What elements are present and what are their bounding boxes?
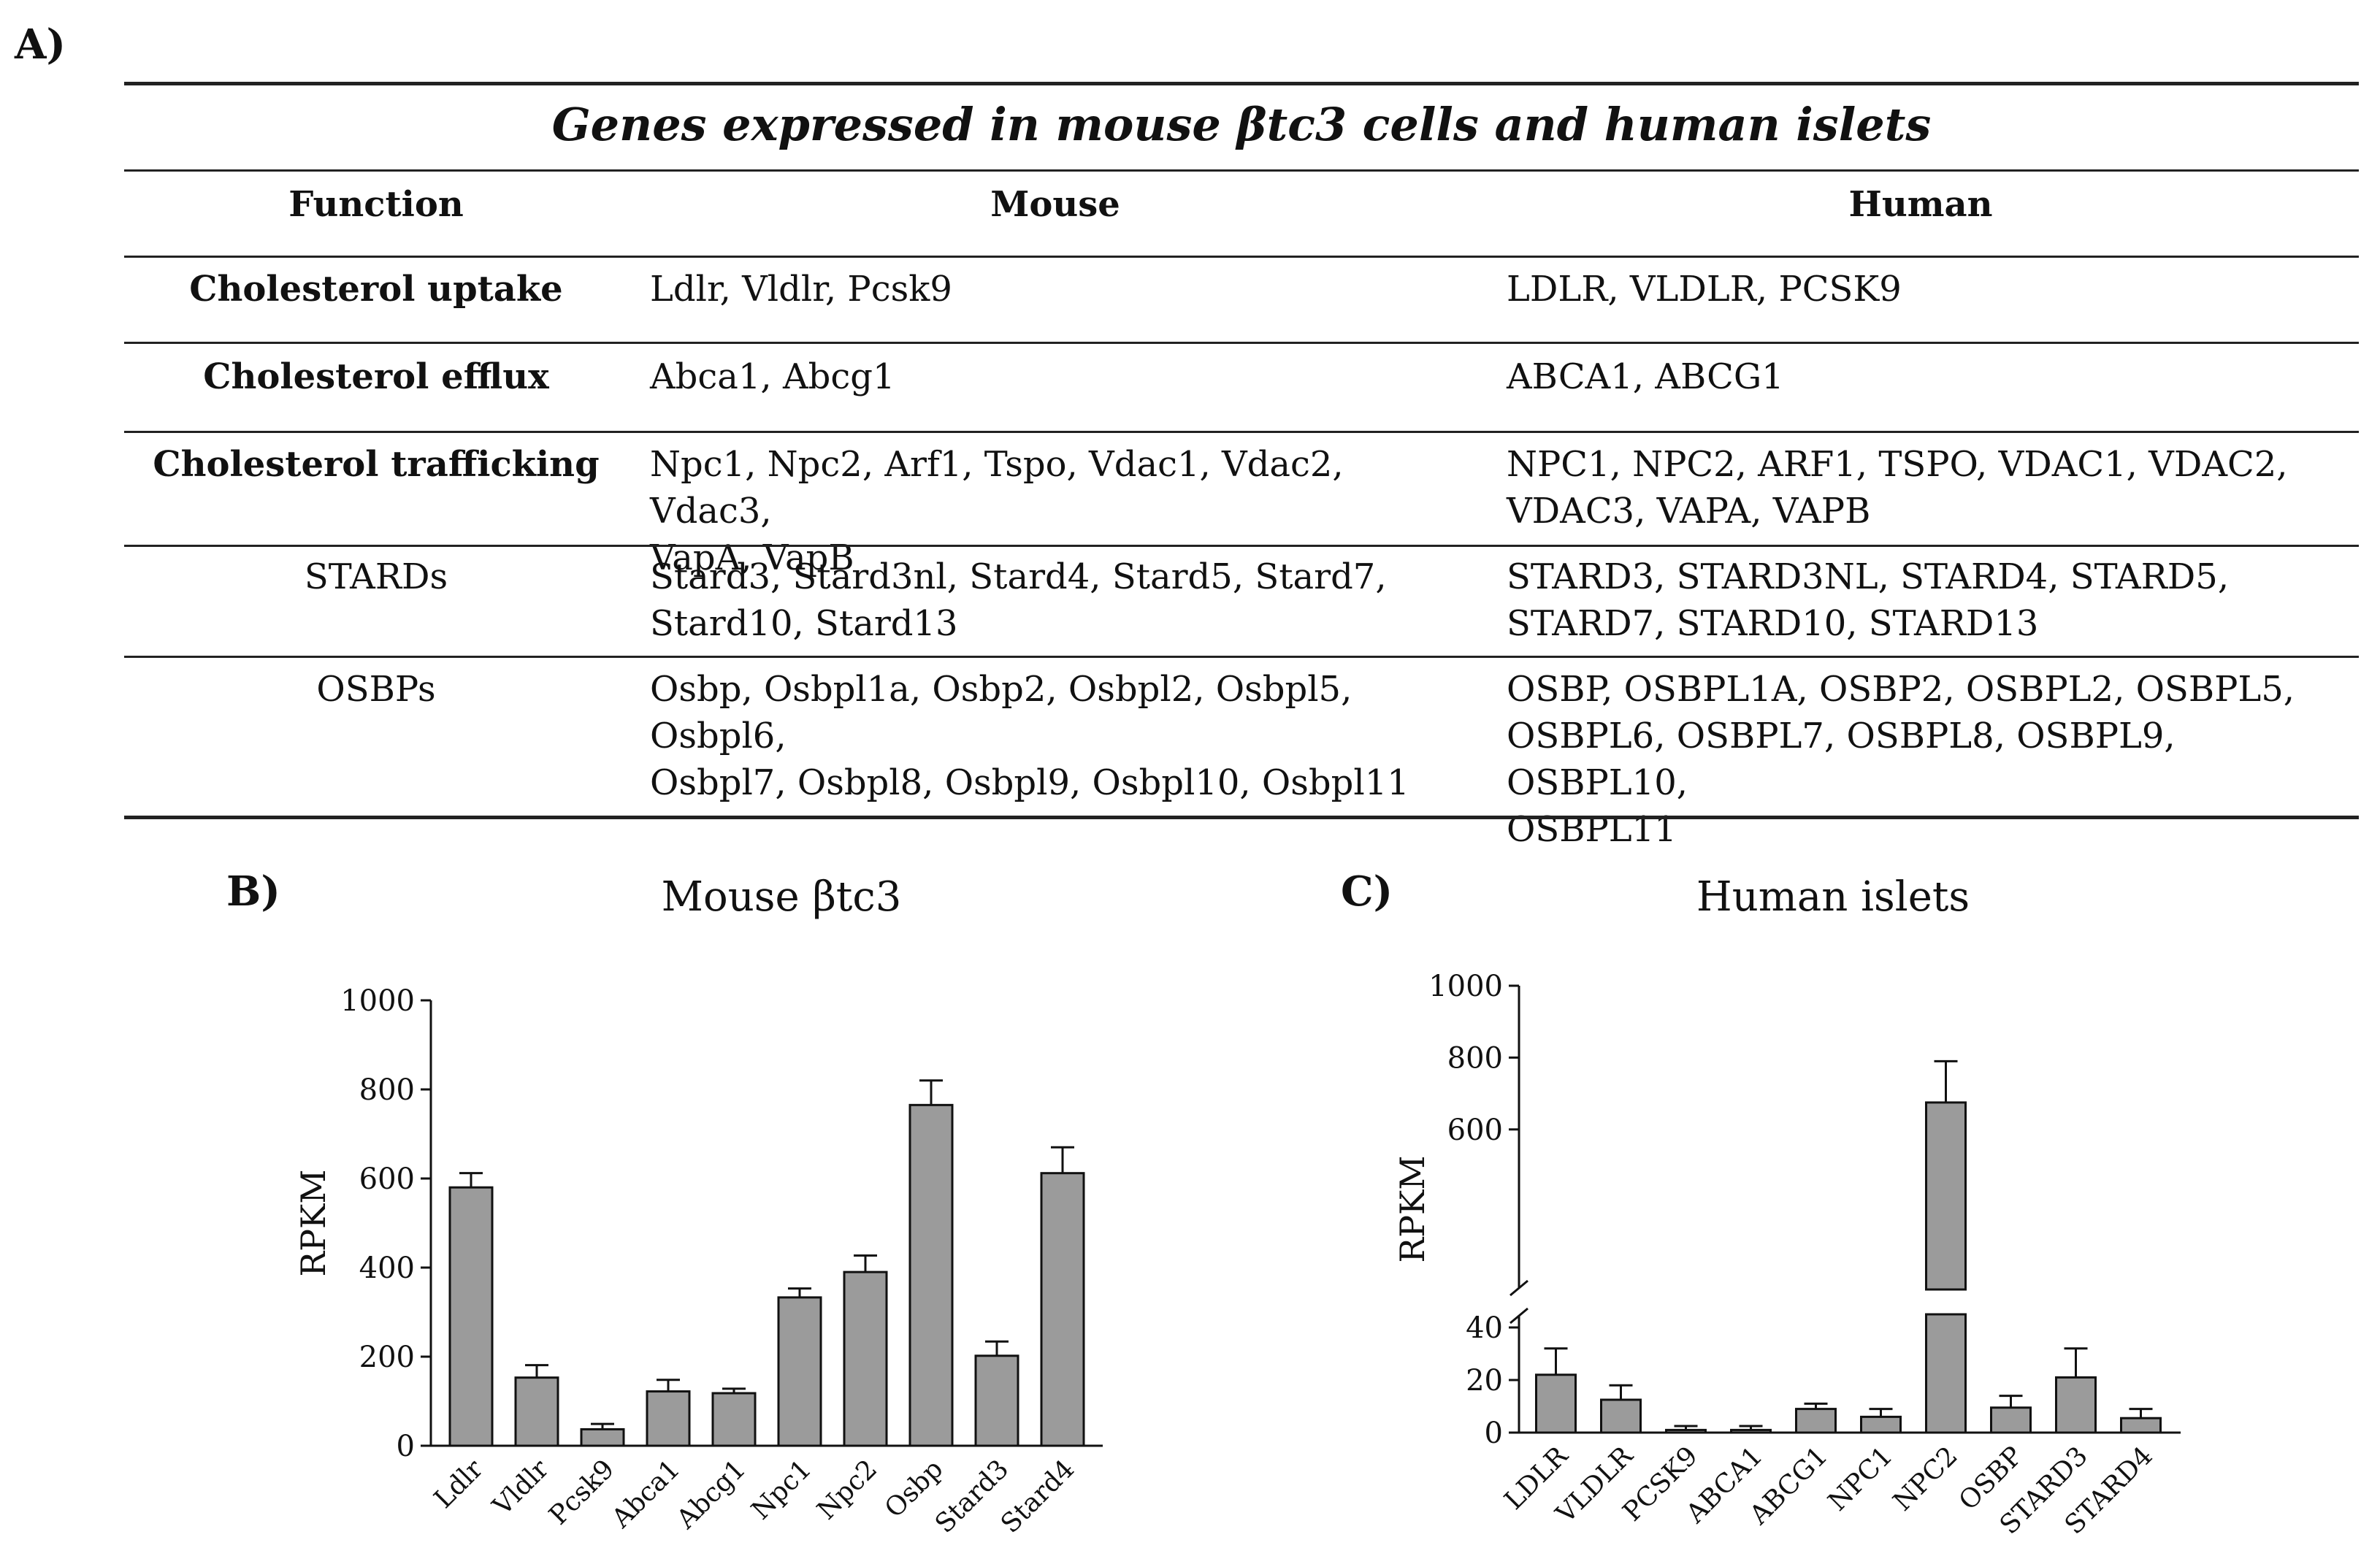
y-tick-label: 0	[1485, 1417, 1503, 1450]
table-rule	[124, 431, 2359, 433]
bar	[1925, 1101, 1967, 1291]
table-top-rule	[124, 82, 2359, 85]
table-title: Genes expressed in mouse βtc3 cells and …	[551, 98, 1932, 151]
bar	[1730, 1428, 1772, 1434]
table-rule	[124, 545, 2359, 547]
row-mouse-genes: Osbp, Osbpl1a, Osbp2, Osbpl2, Osbpl5, Os…	[650, 669, 1409, 803]
x-tick-label: Stard3	[930, 1454, 1014, 1538]
chart-c-title: Human islets	[1696, 873, 1970, 921]
bar	[843, 1271, 888, 1447]
bar	[974, 1354, 1019, 1447]
row-human-genes: NPC1, NPC2, ARF1, TSPO, VDAC1, VDAC2, VD…	[1507, 444, 2288, 532]
bar	[1860, 1415, 1902, 1434]
y-tick-label: 800	[359, 1073, 415, 1107]
row-function: Cholesterol uptake	[189, 269, 563, 310]
bar	[1535, 1373, 1577, 1434]
chart-c-human: 020406008001000RPKMLDLRVLDLRPCSK9ABCA1AB…	[1393, 970, 2181, 1541]
y-tick-label: 1000	[1428, 970, 1503, 1003]
x-tick-label: Npc1	[746, 1454, 817, 1525]
bar	[1990, 1406, 2032, 1434]
x-tick-label: Npc2	[811, 1454, 883, 1525]
bar	[711, 1392, 757, 1447]
bar	[1925, 1313, 1967, 1434]
bar	[1600, 1398, 1642, 1434]
bar	[908, 1103, 954, 1447]
axis-break-mark	[1509, 1307, 1528, 1325]
chart-b-mouse: 02004006008001000RPKMLdlrVldlrPcsk9Abca1…	[294, 984, 1103, 1539]
row-mouse-genes: Stard3, Stard3nl, Stard4, Stard5, Stard7…	[650, 556, 1387, 644]
header-function: Function	[288, 184, 464, 225]
bar	[580, 1427, 625, 1447]
x-tick-label: Stard4	[995, 1454, 1080, 1538]
bar	[1040, 1172, 1085, 1447]
chart-b-title: Mouse βtc3	[661, 873, 902, 921]
row-function: Cholesterol trafficking	[153, 444, 600, 485]
x-tick-label: NPC2	[1888, 1441, 1964, 1517]
x-tick-label: Abca1	[605, 1454, 686, 1534]
table-rule	[124, 256, 2359, 258]
row-mouse-genes: Npc1, Npc2, Arf1, Tspo, Vdac1, Vdac2, Vd…	[650, 444, 1344, 578]
row-human-genes: ABCA1, ABCG1	[1507, 356, 1784, 397]
panel-label-b: B)	[226, 867, 280, 916]
y-tick-label: 40	[1466, 1311, 1503, 1345]
row-function: OSBPs	[316, 669, 436, 710]
x-tick-label: Pcsk9	[543, 1454, 620, 1530]
table-rule	[124, 656, 2359, 658]
row-mouse-genes: Abca1, Abcg1	[650, 356, 895, 397]
bar	[2120, 1417, 2162, 1434]
axis-break-mark	[1509, 1279, 1528, 1297]
bar	[1795, 1408, 1837, 1434]
table-rule	[124, 169, 2359, 172]
panel-label-c: C)	[1341, 867, 1393, 916]
row-human-genes: OSBP, OSBPL1A, OSBP2, OSBPL2, OSBPL5, OS…	[1507, 669, 2295, 850]
row-human-genes: LDLR, VLDLR, PCSK9	[1507, 269, 1902, 310]
bar	[777, 1296, 822, 1447]
x-tick-label: Abcg1	[670, 1454, 751, 1535]
y-axis-label: RPKM	[1393, 1155, 1432, 1262]
y-tick-label: 600	[1447, 1114, 1503, 1147]
row-human-genes: STARD3, STARD3NL, STARD4, STARD5, STARD7…	[1507, 556, 2230, 644]
panel-label-a: A)	[15, 20, 66, 69]
bar	[646, 1390, 691, 1447]
row-function: Cholesterol efflux	[203, 356, 549, 397]
y-tick-label: 1000	[340, 984, 415, 1018]
y-tick-label: 0	[397, 1430, 415, 1463]
y-tick-label: 200	[359, 1341, 415, 1374]
y-tick-label: 400	[359, 1252, 415, 1285]
table-bottom-rule	[124, 816, 2359, 819]
y-tick-label: 600	[359, 1162, 415, 1196]
x-tick-label: Ldlr	[429, 1454, 489, 1514]
bar	[514, 1376, 559, 1447]
row-mouse-genes: Ldlr, Vldlr, Pcsk9	[650, 269, 952, 310]
table-rule	[124, 342, 2359, 344]
bar	[2055, 1376, 2097, 1434]
header-human: Human	[1848, 184, 1993, 225]
header-mouse: Mouse	[990, 184, 1120, 225]
gene-table: Genes expressed in mouse βtc3 cells and …	[124, 82, 2359, 850]
bar	[448, 1186, 494, 1447]
x-tick-label: NPC1	[1823, 1441, 1899, 1517]
y-axis-label: RPKM	[294, 1169, 333, 1276]
bar	[1665, 1428, 1707, 1434]
y-tick-label: 20	[1466, 1364, 1503, 1398]
y-tick-label: 800	[1447, 1041, 1503, 1075]
row-function: STARDs	[304, 556, 448, 597]
